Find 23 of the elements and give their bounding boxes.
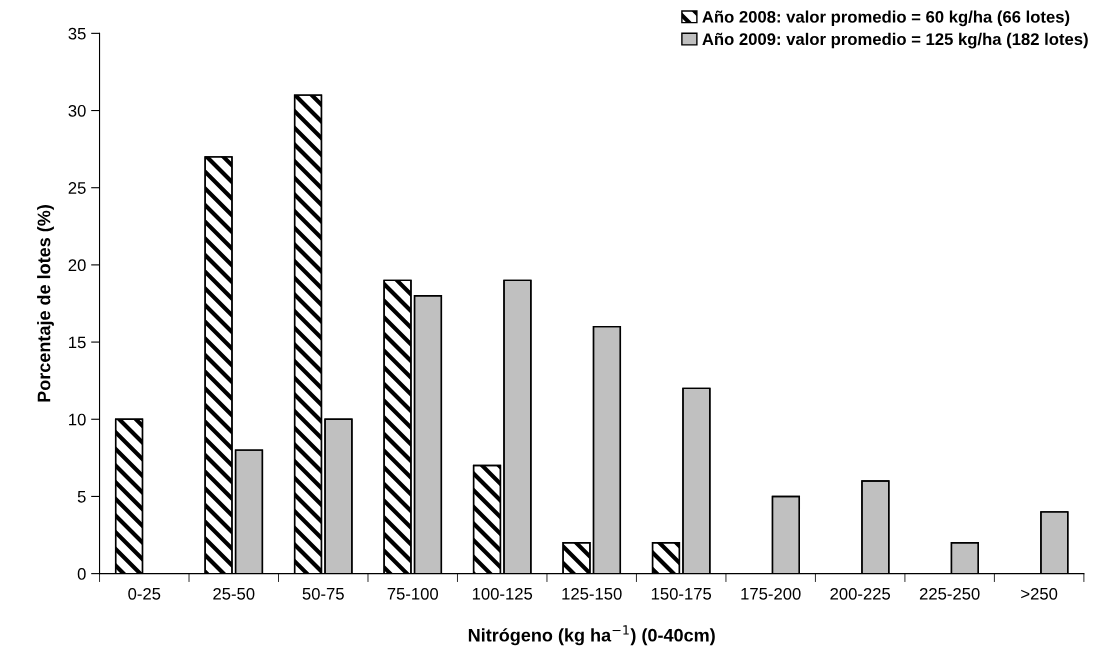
x-tick-label: 125-150 xyxy=(562,587,622,600)
y-tick-label: 5 xyxy=(77,491,86,503)
x-tick-label: 50-75 xyxy=(302,587,344,600)
x-axis-title: Nitrógeno (kg ha$^{−1}$) (0-40cm) xyxy=(468,625,715,646)
y-axis-title: Porcentaje de lotes (%) xyxy=(37,205,54,402)
x-tick-label: 75-100 xyxy=(387,587,439,600)
x-tick-label: 200-225 xyxy=(830,587,891,600)
x-tick-label: >250 xyxy=(1021,587,1058,600)
legend-label: Año 2008: valor promedio = 60 kg/ha (66 lotes) xyxy=(702,10,1070,27)
x-tick-label: 175-200 xyxy=(741,587,801,600)
y-tick-label: 35 xyxy=(68,27,86,40)
y-tick-label: 25 xyxy=(68,182,86,194)
legend-label: Año 2009: valor promedio = 125 kg/ha (182 lotes) xyxy=(702,32,1088,49)
y-tick-label: 30 xyxy=(68,104,86,117)
x-tick-label: 0-25 xyxy=(128,587,161,600)
y-tick-label: 15 xyxy=(69,336,86,349)
y-tick-label: 0 xyxy=(77,568,86,580)
x-tick-label: 225-250 xyxy=(919,587,980,600)
x-tick-label: 25-50 xyxy=(213,587,255,600)
y-tick-label: 10 xyxy=(69,413,86,426)
y-tick-label: 20 xyxy=(68,259,86,272)
x-tick-label: 150-175 xyxy=(651,587,712,600)
x-tick-label: 100-125 xyxy=(472,587,533,600)
